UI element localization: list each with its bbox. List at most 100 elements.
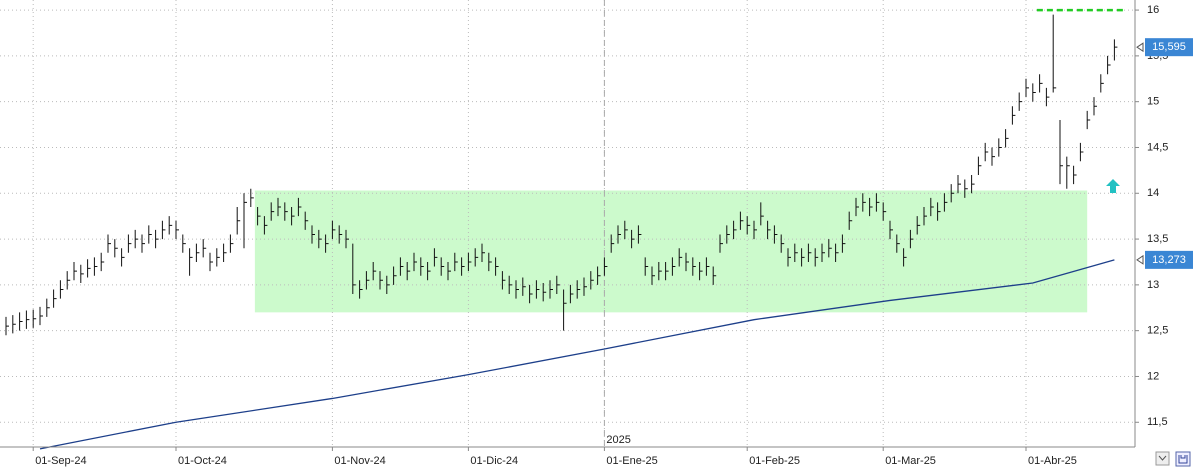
price-tag — [1145, 250, 1193, 269]
price-bar — [1032, 83, 1036, 102]
y-tick-label: 14,5 — [1147, 141, 1168, 153]
price-bar — [46, 298, 50, 317]
price-bar — [427, 261, 431, 281]
y-tick-label: 16 — [1147, 4, 1159, 16]
price-bar — [501, 271, 506, 290]
price-bar — [903, 248, 907, 267]
price-bar — [1025, 78, 1029, 98]
x-tick-label: 01-Mar-25 — [885, 455, 936, 467]
price-bar — [719, 234, 723, 253]
price-bar — [236, 207, 241, 235]
price-bar — [930, 197, 934, 217]
y-tick-label: 12 — [1147, 370, 1159, 382]
price-bar — [277, 197, 281, 217]
price-bar — [440, 257, 445, 276]
price-bar — [597, 266, 601, 285]
price-bar — [821, 243, 825, 262]
price-bar — [141, 234, 145, 253]
price-bar — [909, 229, 914, 249]
price-bar — [365, 271, 370, 290]
price-bar — [563, 289, 567, 331]
price-bar — [699, 261, 703, 281]
price-bar — [1005, 129, 1009, 148]
price-bar — [943, 193, 948, 212]
price-bar — [542, 283, 547, 302]
price-tag-label: 13,273 — [1152, 254, 1186, 266]
x-tick-label: 01-Oct-24 — [178, 455, 227, 467]
price-bar — [107, 234, 111, 253]
price-bar — [1107, 55, 1111, 75]
price-bar — [345, 229, 349, 249]
price-bar — [420, 257, 424, 276]
price-bar — [325, 234, 329, 253]
price-bar — [773, 225, 778, 244]
price-bar — [1073, 165, 1077, 185]
price-bar — [474, 248, 479, 267]
price-bar — [508, 275, 513, 295]
price-bar — [379, 271, 383, 290]
price-bar — [692, 257, 696, 276]
price-bar — [53, 289, 57, 308]
price-bar — [80, 264, 84, 284]
price-bar — [678, 248, 683, 267]
price-bar — [1093, 97, 1097, 116]
price-bar — [66, 271, 71, 290]
price-bar — [311, 225, 315, 244]
price-bar — [399, 257, 404, 276]
y-tick-label: 15 — [1147, 96, 1159, 108]
price-bar — [100, 252, 105, 272]
price-bar — [916, 216, 921, 235]
price-bar — [556, 275, 560, 295]
price-bar — [5, 316, 9, 336]
price-bar — [1059, 119, 1063, 185]
price-bar — [937, 202, 941, 221]
y-tick-label: 12,5 — [1147, 325, 1168, 337]
price-bar — [216, 248, 220, 267]
price-bar — [454, 252, 458, 272]
price-bar — [318, 229, 322, 249]
price-bar — [393, 266, 397, 285]
price-bar — [644, 257, 649, 276]
price-bar — [794, 243, 798, 262]
price-pointer — [1136, 254, 1144, 265]
price-bar — [202, 239, 207, 258]
price-bar — [189, 248, 193, 276]
price-bar — [1100, 74, 1104, 93]
price-bar — [801, 248, 805, 267]
price-bar — [182, 234, 186, 253]
price-bar — [114, 239, 118, 258]
price-bar — [971, 174, 975, 194]
price-bar — [998, 138, 1002, 157]
price-bar — [875, 193, 880, 212]
up-arrow-icon — [1106, 179, 1120, 193]
x-tick-label: 01-Dic-24 — [470, 455, 518, 467]
year-label: 2025 — [606, 434, 630, 446]
x-tick-label: 01-Feb-25 — [749, 455, 800, 467]
price-bar — [263, 216, 268, 235]
price-bar — [359, 280, 363, 299]
price-bar — [372, 261, 377, 281]
price-bar — [991, 147, 995, 166]
price-bar — [515, 280, 519, 299]
price-bar — [1086, 110, 1091, 130]
settings-button[interactable] — [1155, 451, 1170, 466]
price-bar — [155, 229, 159, 249]
price-bar — [488, 252, 492, 272]
price-bar — [739, 211, 744, 230]
price-pointer — [1136, 42, 1144, 53]
price-bar — [583, 277, 587, 296]
y-tick-label: 13 — [1147, 279, 1159, 291]
price-bar — [671, 257, 676, 276]
price-bar — [624, 220, 628, 240]
price-bar — [331, 220, 336, 240]
price-bar — [447, 261, 451, 281]
price-bar — [733, 220, 737, 240]
save-button[interactable] — [1175, 451, 1191, 467]
price-bar — [481, 243, 485, 262]
price-bar — [32, 309, 37, 328]
price-bar — [964, 179, 968, 198]
y-tick-label: 14 — [1147, 187, 1159, 199]
price-bar — [631, 229, 635, 249]
price-bar — [835, 243, 839, 262]
